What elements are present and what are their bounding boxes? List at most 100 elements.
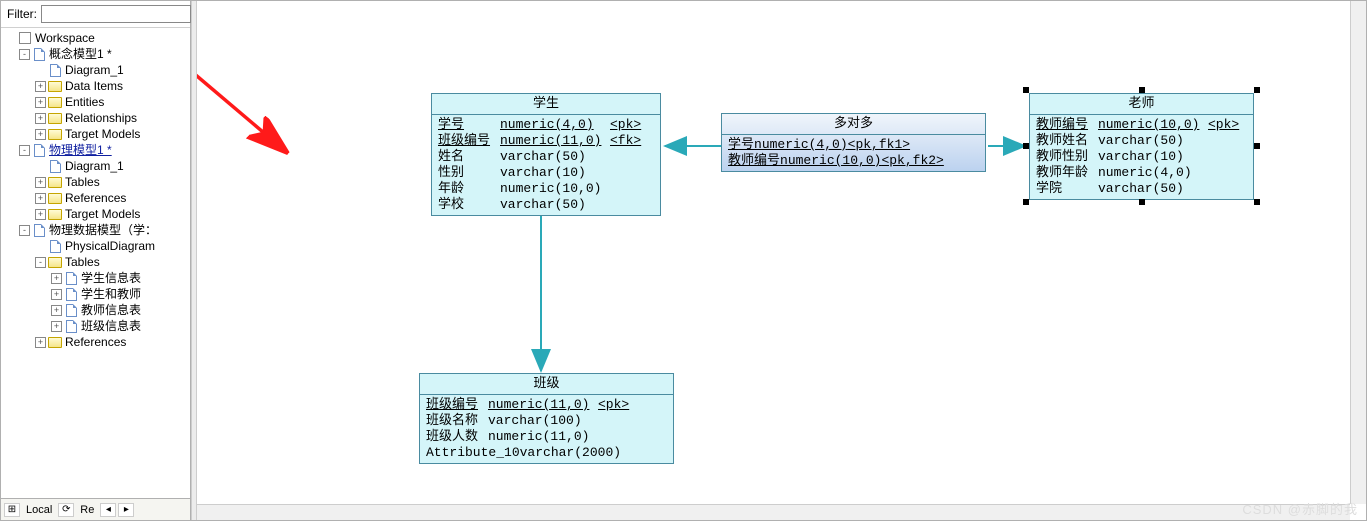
tree-node[interactable]: + 班级信息表 xyxy=(1,318,190,334)
workspace-tree[interactable]: Workspace-概念模型1 *Diagram_1+Data Items+En… xyxy=(1,28,190,498)
doc-icon xyxy=(64,287,78,301)
tree-node[interactable]: + References xyxy=(1,334,190,350)
attr-row: 年龄numeric(10,0) xyxy=(438,181,654,197)
attr-row: 学号numeric(4,0)<pk> xyxy=(438,117,654,133)
tree-expander[interactable]: + xyxy=(35,337,46,348)
tree-expander[interactable]: + xyxy=(35,209,46,220)
tree-node[interactable]: +Entities xyxy=(1,94,190,110)
tree-expander[interactable]: - xyxy=(19,225,30,236)
association-title: 多对多 xyxy=(722,114,985,135)
tree-expander[interactable]: + xyxy=(35,193,46,204)
selection-handle[interactable] xyxy=(1254,143,1260,149)
folder-icon xyxy=(48,95,62,109)
tree-expander[interactable]: + xyxy=(35,81,46,92)
app-root: Filter: Workspace-概念模型1 *Diagram_1+Data … xyxy=(1,1,1366,520)
selection-handle[interactable] xyxy=(1023,87,1029,93)
tree-expander[interactable]: + xyxy=(51,305,62,316)
tab-refresh-icon[interactable]: ⟳ xyxy=(58,503,74,517)
folder-icon xyxy=(48,255,62,269)
entity-class-title: 班级 xyxy=(420,374,673,395)
entity-student[interactable]: 学生 学号numeric(4,0)<pk>班级编号numeric(11,0)<f… xyxy=(431,93,661,216)
tree-node[interactable]: -物理数据模型（学： xyxy=(1,222,190,238)
folder-icon xyxy=(48,79,62,93)
folder-icon xyxy=(48,191,62,205)
tree-expander[interactable]: - xyxy=(19,145,30,156)
tree-node[interactable]: +Target Models xyxy=(1,206,190,222)
tab-local[interactable]: Local xyxy=(22,504,56,516)
attr-row: 班级名称varchar(100) xyxy=(426,413,667,429)
tree-node[interactable]: Workspace xyxy=(1,30,190,46)
tree-expander[interactable]: + xyxy=(35,97,46,108)
tree-node[interactable]: + Relationships xyxy=(1,110,190,126)
sidebar-tabbar: ⊞ Local ⟳ Re ◂ ▸ xyxy=(1,498,190,520)
selection-handle[interactable] xyxy=(1023,143,1029,149)
tree-label: References xyxy=(65,334,126,350)
tree-node[interactable]: - 物理模型1 * xyxy=(1,142,190,158)
attr-row: 教师编号numeric(10,0)<pk> xyxy=(1036,117,1247,133)
tree-node[interactable]: PhysicalDiagram xyxy=(1,238,190,254)
attr-row: 教师姓名varchar(50) xyxy=(1036,133,1247,149)
tree-label: 物理模型1 * xyxy=(49,142,112,158)
tree-node[interactable]: + Data Items xyxy=(1,78,190,94)
tree-label: 教师信息表 xyxy=(81,302,141,318)
tab-prev-icon[interactable]: ◂ xyxy=(100,503,116,517)
tree-expander[interactable]: + xyxy=(51,289,62,300)
tab-local-icon[interactable]: ⊞ xyxy=(4,503,20,517)
attr-row: 学校varchar(50) xyxy=(438,197,654,213)
tab-refresh[interactable]: Re xyxy=(76,504,98,516)
doc-icon xyxy=(32,143,46,157)
folder-icon xyxy=(48,335,62,349)
doc-icon xyxy=(64,319,78,333)
tree-node[interactable]: +Tables xyxy=(1,174,190,190)
doc-icon xyxy=(64,303,78,317)
diagram-canvas[interactable]: 学生 学号numeric(4,0)<pk>班级编号numeric(11,0)<f… xyxy=(197,1,1366,520)
selection-handle[interactable] xyxy=(1254,87,1260,93)
selection-handle[interactable] xyxy=(1139,199,1145,205)
association-many-to-many[interactable]: 多对多 学号numeric(4,0)<pk,fk1>教师编号numeric(10… xyxy=(721,113,986,172)
tree-node[interactable]: Diagram_1 xyxy=(1,62,190,78)
selection-handle[interactable] xyxy=(1023,199,1029,205)
tree-expander[interactable]: - xyxy=(35,257,46,268)
tree-expander[interactable]: + xyxy=(51,273,62,284)
attr-row: 教师年龄numeric(4,0) xyxy=(1036,165,1247,181)
filter-label: Filter: xyxy=(7,7,37,21)
tree-label: Target Models xyxy=(65,126,140,142)
attr-row: 学院varchar(50) xyxy=(1036,181,1247,197)
tree-label: Data Items xyxy=(65,78,123,94)
tree-label: Relationships xyxy=(65,110,137,126)
attr-row: Attribute_10varchar(2000) xyxy=(426,445,667,461)
selection-handle[interactable] xyxy=(1254,199,1260,205)
tree-node[interactable]: - 概念模型1 * xyxy=(1,46,190,62)
folder-icon xyxy=(48,111,62,125)
tree-node[interactable]: + Target Models xyxy=(1,126,190,142)
folder-icon xyxy=(48,127,62,141)
filter-row: Filter: xyxy=(1,1,190,28)
root-icon xyxy=(18,31,32,45)
tree-expander[interactable]: + xyxy=(35,113,46,124)
tree-expander[interactable]: + xyxy=(35,129,46,140)
selection-handle[interactable] xyxy=(1139,87,1145,93)
tree-label: References xyxy=(65,190,126,206)
tab-next-icon[interactable]: ▸ xyxy=(118,503,134,517)
scrollbar-horizontal[interactable] xyxy=(197,504,1350,520)
folder-icon xyxy=(48,175,62,189)
tree-node[interactable]: +学生信息表 xyxy=(1,270,190,286)
scrollbar-vertical[interactable] xyxy=(1350,1,1366,504)
tree-node[interactable]: + References xyxy=(1,190,190,206)
entity-class[interactable]: 班级 班级编号numeric(11,0)<pk>班级名称varchar(100)… xyxy=(419,373,674,464)
entity-teacher[interactable]: 老师 教师编号numeric(10,0)<pk>教师姓名varchar(50)教… xyxy=(1029,93,1254,200)
doc-icon xyxy=(48,239,62,253)
tree-node[interactable]: Diagram_1 xyxy=(1,158,190,174)
attr-row: 班级编号numeric(11,0)<pk> xyxy=(426,397,667,413)
tree-expander[interactable]: + xyxy=(51,321,62,332)
tree-label: 班级信息表 xyxy=(81,318,141,334)
tree-node[interactable]: + 教师信息表 xyxy=(1,302,190,318)
tree-expander[interactable]: - xyxy=(19,49,30,60)
tree-label: 概念模型1 * xyxy=(49,46,112,62)
filter-input[interactable] xyxy=(41,5,191,23)
tree-node[interactable]: -Tables xyxy=(1,254,190,270)
tree-label: Workspace xyxy=(35,30,95,46)
attr-row: 学号numeric(4,0)<pk,fk1> xyxy=(728,137,979,153)
tree-node[interactable]: +学生和教师 xyxy=(1,286,190,302)
tree-expander[interactable]: + xyxy=(35,177,46,188)
